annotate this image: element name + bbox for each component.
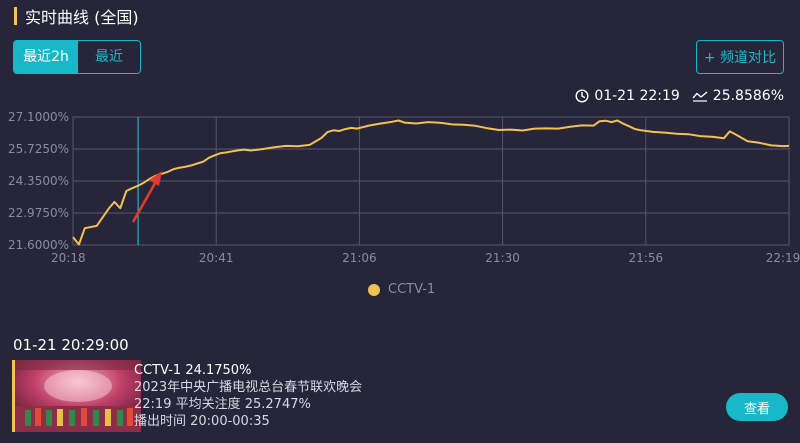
y-tick-label: 22.9750% — [8, 206, 69, 220]
detail-timestamp: 01-21 20:29:00 — [13, 336, 129, 354]
x-tick-label: 22:19 — [766, 251, 800, 265]
program-info: CCTV-1 24.1750% 2023年中央广播电视总台春节联欢晚会 22:1… — [134, 362, 362, 430]
chart-legend[interactable]: CCTV-1 — [368, 282, 435, 297]
series-line-cctv1 — [72, 119, 790, 246]
y-tick-label: 27.1000% — [8, 110, 69, 124]
program-card: CCTV-1 24.1750% 2023年中央广播电视总台春节联欢晚会 22:1… — [12, 360, 788, 432]
arrow-icon — [131, 171, 162, 223]
current-readout: 01-21 22:19 25.8586% — [575, 88, 784, 104]
y-tick-label: 21.6000% — [8, 238, 69, 252]
y-tick-label: 24.3500% — [8, 174, 69, 188]
page-header: 实时曲线 (全国) — [14, 6, 139, 27]
x-tick-label: 21:06 — [342, 251, 377, 265]
x-tick-label: 20:41 — [199, 251, 234, 265]
time-range-tabs: 最近2h 最近1min — [13, 40, 141, 74]
trend-line-icon — [692, 91, 708, 102]
program-airtime: 播出时间 20:00-00:35 — [134, 414, 270, 429]
card-accent-bar — [12, 360, 15, 432]
readout-time: 01-21 22:19 — [594, 88, 680, 104]
realtime-line-chart[interactable]: 27.1000% 25.7250% 24.3500% 22.9750% 21.6000%… — [0, 100, 800, 272]
program-rating: CCTV-1 24.1750% — [134, 363, 252, 378]
page-title: 实时曲线 (全国) — [25, 8, 139, 27]
x-tick-label: 20:18 — [51, 251, 86, 265]
program-average: 22:19 平均关注度 25.2747% — [134, 397, 311, 412]
clock-icon — [575, 89, 589, 103]
title-accent-bar — [14, 7, 17, 25]
x-tick-label: 21:30 — [485, 251, 520, 265]
x-tick-label: 21:56 — [629, 251, 664, 265]
legend-dot-cctv1 — [368, 283, 380, 296]
tab-last-2h[interactable]: 最近2h — [14, 41, 78, 73]
program-thumbnail — [15, 360, 141, 432]
legend-label-cctv1: CCTV-1 — [388, 282, 436, 297]
y-tick-label: 25.7250% — [8, 142, 69, 156]
view-button[interactable]: 查看 — [726, 393, 788, 421]
channel-compare-button[interactable]: + 频道对比 — [696, 40, 784, 74]
program-title: 2023年中央广播电视总台春节联欢晚会 — [134, 380, 363, 395]
readout-value: 25.8586% — [712, 88, 784, 104]
tab-last-1min[interactable]: 最近1min — [95, 49, 123, 65]
